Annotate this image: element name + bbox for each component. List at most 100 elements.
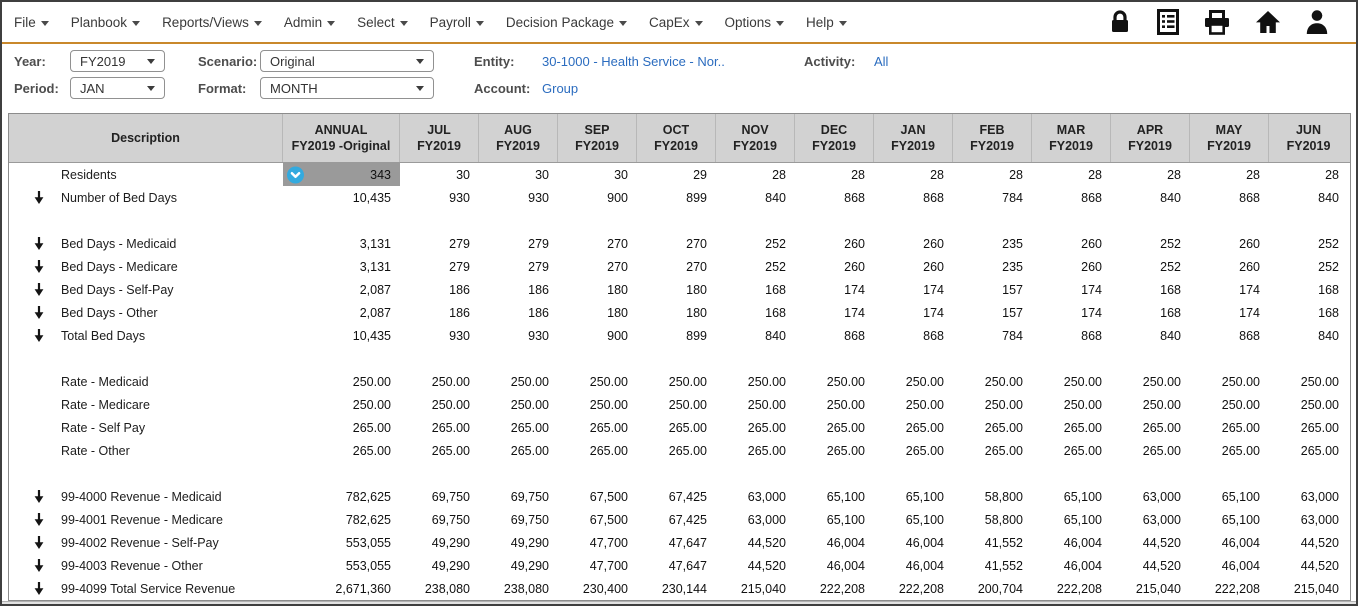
data-cell[interactable]: 65,100	[1032, 508, 1111, 531]
data-cell[interactable]: 260	[1032, 255, 1111, 278]
spread-down-arrow-icon[interactable]	[33, 237, 55, 250]
print-icon[interactable]	[1204, 10, 1230, 35]
data-cell[interactable]: 265.00	[953, 439, 1032, 462]
data-cell[interactable]: 250.00	[283, 393, 400, 416]
data-cell[interactable]: 168	[1111, 301, 1190, 324]
data-cell[interactable]: 250.00	[479, 370, 558, 393]
data-cell[interactable]: 265.00	[1111, 439, 1190, 462]
data-cell[interactable]: 238,080	[479, 577, 558, 600]
data-cell[interactable]: 41,552	[953, 554, 1032, 577]
data-cell[interactable]: 174	[795, 301, 874, 324]
data-cell[interactable]: 28	[1190, 163, 1269, 186]
data-cell[interactable]: 65,100	[1032, 485, 1111, 508]
data-cell[interactable]: 265.00	[874, 439, 953, 462]
data-cell[interactable]: 250.00	[874, 393, 953, 416]
year-dropdown[interactable]: FY2019	[70, 50, 165, 72]
data-cell[interactable]: 44,520	[716, 554, 795, 577]
data-cell[interactable]: 46,004	[874, 554, 953, 577]
data-cell[interactable]: 65,100	[1190, 508, 1269, 531]
menu-payroll[interactable]: Payroll	[430, 15, 484, 30]
data-cell[interactable]: 65,100	[874, 485, 953, 508]
format-dropdown[interactable]: MONTH	[260, 77, 434, 99]
data-cell[interactable]: 67,425	[637, 485, 716, 508]
data-cell[interactable]: 265.00	[400, 416, 479, 439]
data-cell[interactable]: 186	[479, 278, 558, 301]
spread-down-arrow-icon[interactable]	[33, 513, 55, 526]
data-cell[interactable]: 222,208	[795, 577, 874, 600]
data-cell[interactable]: 265.00	[716, 439, 795, 462]
data-cell[interactable]: 279	[400, 255, 479, 278]
data-cell[interactable]: 174	[1032, 301, 1111, 324]
spread-down-arrow-icon[interactable]	[33, 283, 55, 296]
report-icon[interactable]	[1157, 9, 1179, 35]
data-cell[interactable]: 69,750	[400, 485, 479, 508]
data-cell[interactable]: 47,700	[558, 554, 637, 577]
data-cell[interactable]: 265.00	[795, 439, 874, 462]
data-cell[interactable]: 46,004	[1190, 531, 1269, 554]
data-cell[interactable]: 250.00	[874, 370, 953, 393]
data-cell[interactable]: 63,000	[1111, 485, 1190, 508]
data-cell[interactable]: 157	[953, 301, 1032, 324]
data-cell[interactable]: 265.00	[874, 416, 953, 439]
data-cell[interactable]: 235	[953, 255, 1032, 278]
data-cell[interactable]: 782,625	[283, 485, 400, 508]
data-cell[interactable]: 250.00	[1111, 370, 1190, 393]
data-cell[interactable]: 250.00	[716, 370, 795, 393]
data-cell[interactable]: 782,625	[283, 508, 400, 531]
data-cell[interactable]: 67,500	[558, 508, 637, 531]
data-cell[interactable]: 168	[716, 301, 795, 324]
menu-help[interactable]: Help	[806, 15, 847, 30]
menu-file[interactable]: File	[14, 15, 49, 30]
data-cell[interactable]: 28	[953, 163, 1032, 186]
data-cell[interactable]: 44,520	[1111, 531, 1190, 554]
data-cell[interactable]: 44,520	[1111, 554, 1190, 577]
data-cell[interactable]: 65,100	[795, 485, 874, 508]
data-cell[interactable]: 250.00	[953, 393, 1032, 416]
data-cell[interactable]: 250.00	[953, 370, 1032, 393]
data-cell[interactable]: 250.00	[1190, 370, 1269, 393]
data-cell[interactable]: 900	[558, 186, 637, 209]
data-cell[interactable]: 168	[1269, 278, 1348, 301]
data-cell[interactable]: 180	[558, 301, 637, 324]
data-cell[interactable]: 265.00	[1269, 416, 1348, 439]
data-cell[interactable]: 180	[637, 278, 716, 301]
data-cell[interactable]: 868	[1190, 186, 1269, 209]
data-cell[interactable]: 180	[558, 278, 637, 301]
data-cell[interactable]: 252	[1269, 255, 1348, 278]
data-cell[interactable]: 868	[1032, 324, 1111, 347]
data-cell[interactable]: 44,520	[716, 531, 795, 554]
data-cell[interactable]: 250.00	[795, 370, 874, 393]
data-cell[interactable]: 30	[400, 163, 479, 186]
data-cell[interactable]: 174	[1032, 278, 1111, 301]
data-cell[interactable]: 230,144	[637, 577, 716, 600]
data-cell[interactable]: 174	[874, 278, 953, 301]
data-cell[interactable]: 265.00	[1190, 439, 1269, 462]
data-cell[interactable]: 270	[558, 255, 637, 278]
data-cell[interactable]: 260	[1032, 232, 1111, 255]
data-cell[interactable]: 553,055	[283, 554, 400, 577]
data-cell[interactable]: 840	[1269, 324, 1348, 347]
data-cell[interactable]: 270	[558, 232, 637, 255]
period-dropdown[interactable]: JAN	[70, 77, 165, 99]
menu-admin[interactable]: Admin	[284, 15, 335, 30]
data-cell[interactable]: 840	[1111, 324, 1190, 347]
data-cell[interactable]: 157	[953, 278, 1032, 301]
data-cell[interactable]: 252	[1111, 232, 1190, 255]
data-cell[interactable]: 868	[874, 324, 953, 347]
data-cell[interactable]: 174	[874, 301, 953, 324]
data-cell[interactable]: 29	[637, 163, 716, 186]
data-cell[interactable]: 180	[637, 301, 716, 324]
data-cell[interactable]: 65,100	[874, 508, 953, 531]
data-cell[interactable]: 2,671,360	[283, 577, 400, 600]
data-cell[interactable]: 58,800	[953, 485, 1032, 508]
data-cell[interactable]: 250.00	[1032, 393, 1111, 416]
data-cell[interactable]: 265.00	[637, 416, 716, 439]
data-cell[interactable]: 250.00	[558, 370, 637, 393]
data-cell[interactable]: 250.00	[479, 393, 558, 416]
data-cell[interactable]: 174	[1190, 278, 1269, 301]
data-cell[interactable]: 265.00	[637, 439, 716, 462]
data-cell[interactable]: 840	[1269, 186, 1348, 209]
spread-down-arrow-icon[interactable]	[33, 559, 55, 572]
data-cell[interactable]: 250.00	[716, 393, 795, 416]
data-cell[interactable]: 47,700	[558, 531, 637, 554]
